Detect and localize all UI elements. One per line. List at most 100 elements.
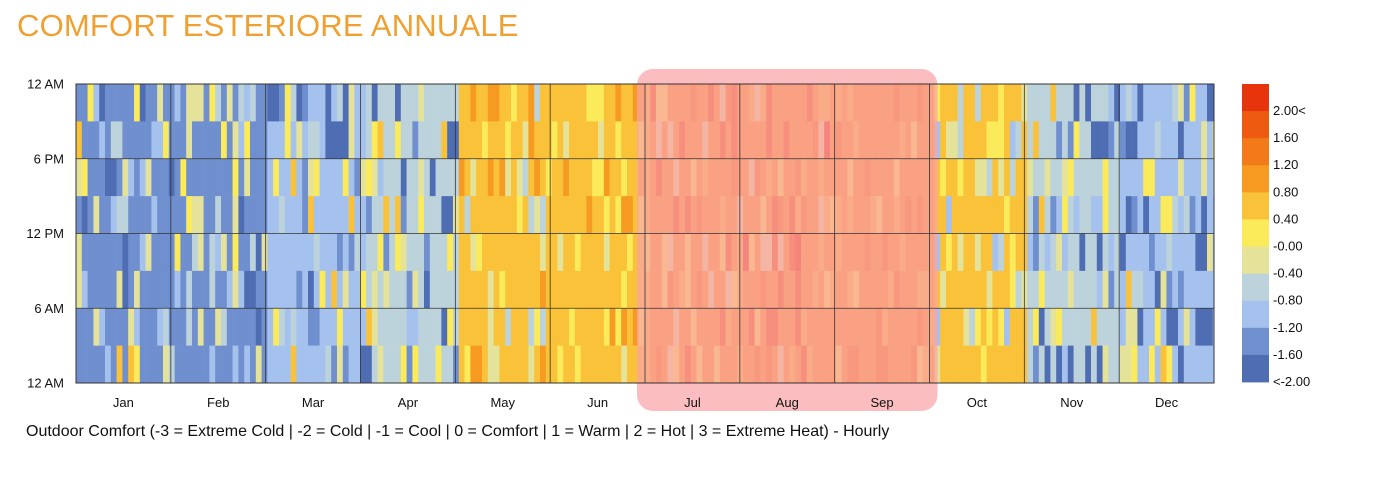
heatmap-cell: [1166, 196, 1173, 234]
heatmap-cell: [308, 196, 315, 234]
heatmap-cell: [151, 84, 158, 122]
heatmap-cell: [110, 233, 117, 272]
heatmap-cell: [145, 196, 152, 234]
heatmap-cell: [1160, 233, 1167, 272]
heatmap-cell: [1131, 233, 1138, 272]
heatmap-cell: [1027, 345, 1034, 384]
heatmap-cell: [482, 308, 489, 346]
heatmap-cell: [319, 233, 326, 272]
heatmap-cell: [250, 233, 257, 272]
heatmap-cell: [1183, 121, 1190, 160]
heatmap-cell: [986, 84, 993, 122]
heatmap-cell: [609, 233, 616, 272]
heatmap-cell: [1096, 121, 1103, 160]
heatmap-cell: [940, 345, 947, 384]
heatmap-cell: [238, 121, 245, 160]
heatmap-cell: [1166, 308, 1173, 346]
heatmap-cell: [1114, 84, 1121, 122]
heatmap-cell: [1178, 233, 1185, 272]
heatmap-cell: [134, 84, 141, 122]
heatmap-cell: [232, 270, 239, 309]
heatmap-cell: [395, 196, 402, 234]
heatmap-cell: [337, 121, 344, 160]
heatmap-cell: [1166, 158, 1173, 197]
heatmap-cell: [586, 345, 593, 384]
heatmap-cell: [279, 84, 286, 122]
heatmap-cell: [592, 84, 599, 122]
heatmap-cell: [1189, 196, 1196, 234]
heatmap-cell: [1085, 196, 1092, 234]
heatmap-cell: [528, 196, 535, 234]
heatmap-cell: [354, 233, 361, 272]
heatmap-cell: [400, 233, 407, 272]
heatmap-cell: [163, 308, 170, 346]
heatmap-cell: [1183, 270, 1190, 309]
heatmap-cell: [261, 345, 268, 384]
heatmap-cell: [1143, 84, 1150, 122]
heatmap-cell: [424, 233, 431, 272]
heatmap-cell: [1015, 345, 1022, 384]
heatmap-cell: [151, 121, 158, 160]
heatmap-cell: [424, 308, 431, 346]
colorbar-segment: [1242, 246, 1269, 275]
heatmap-cell: [1004, 308, 1011, 346]
heatmap-cell: [128, 121, 135, 160]
heatmap-cell: [1183, 233, 1190, 272]
heatmap-cell: [1137, 84, 1144, 122]
x-tick-label: Aug: [776, 395, 799, 410]
colorbar-tick-label: -0.40: [1273, 266, 1303, 281]
heatmap-cell: [215, 270, 222, 309]
heatmap-cell: [951, 196, 958, 234]
heatmap-cell: [969, 196, 976, 234]
heatmap-cell: [957, 345, 964, 384]
heatmap-cell: [1137, 345, 1144, 384]
heatmap-cell: [1004, 233, 1011, 272]
heatmap-cell: [186, 84, 193, 122]
heatmap-cell: [313, 121, 320, 160]
heatmap-cell: [168, 345, 175, 384]
heatmap-cell: [598, 84, 605, 122]
heatmap-cell: [128, 158, 135, 197]
heatmap-cell: [476, 270, 483, 309]
heatmap-cell: [580, 158, 587, 197]
heatmap-cell: [279, 345, 286, 384]
heatmap-cell: [1166, 233, 1173, 272]
heatmap-cell: [267, 158, 274, 197]
heatmap-cell: [1062, 233, 1069, 272]
heatmap-cell: [1125, 345, 1132, 384]
heatmap-cell: [1154, 345, 1161, 384]
heatmap-cell: [1079, 308, 1086, 346]
heatmap-cell: [476, 84, 483, 122]
heatmap-cell: [1096, 84, 1103, 122]
heatmap-cell: [1125, 308, 1132, 346]
heatmap-cell: [951, 345, 958, 384]
heatmap-cell: [615, 196, 622, 234]
heatmap-cell: [493, 158, 500, 197]
heatmap-cell: [569, 196, 576, 234]
heatmap-cell: [342, 84, 349, 122]
heatmap-cell: [1073, 308, 1080, 346]
heatmap-cell: [516, 345, 523, 384]
heatmap-cell: [319, 345, 326, 384]
heatmap-cell: [1125, 270, 1132, 309]
heatmap-cell: [203, 158, 210, 197]
heatmap-cell: [400, 308, 407, 346]
heatmap-cell: [1091, 84, 1098, 122]
heatmap-cell: [511, 84, 518, 122]
x-tick-label: Feb: [207, 395, 229, 410]
heatmap-cell: [203, 345, 210, 384]
heatmap-cell: [348, 158, 355, 197]
heatmap-cell: [1079, 158, 1086, 197]
heatmap-cell: [151, 233, 158, 272]
heatmap-cell: [174, 308, 181, 346]
heatmap-cell: [331, 308, 338, 346]
heatmap-cell: [476, 233, 483, 272]
heatmap-cell: [580, 345, 587, 384]
heatmap-cell: [975, 233, 982, 272]
heatmap-cell: [99, 270, 106, 309]
heatmap-cell: [621, 308, 628, 346]
heatmap-cell: [87, 84, 94, 122]
heatmap-cell: [319, 270, 326, 309]
heatmap-cell: [215, 84, 222, 122]
heatmap-cell: [1172, 270, 1179, 309]
